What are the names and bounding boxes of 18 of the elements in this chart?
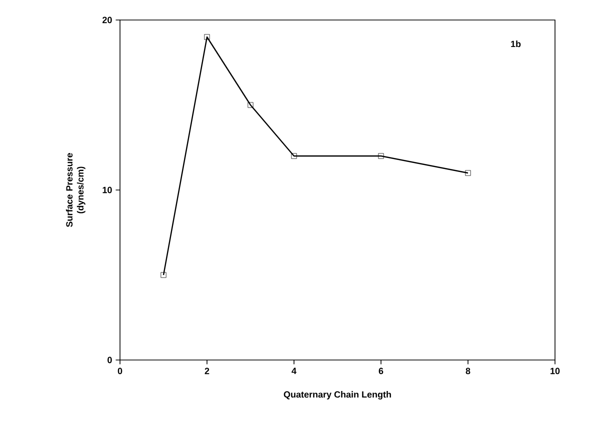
point	[204, 34, 210, 40]
x-tick-label: 2	[204, 368, 210, 374]
point	[378, 153, 384, 159]
point	[291, 153, 297, 159]
point	[160, 272, 166, 278]
y-axis-title: Surface Pressure (dynes/cm)	[66, 153, 86, 228]
point	[248, 102, 254, 108]
x-tick-label: 4	[292, 368, 296, 374]
y-tick-label: 10	[102, 186, 112, 194]
x-tick-label: 8	[466, 368, 470, 374]
y-tick-label: 0	[108, 356, 112, 364]
point	[465, 170, 471, 176]
x-axis-title: Quaternary Chain Length	[284, 391, 391, 400]
annotation: 1b	[511, 40, 521, 48]
y-tick-label: 20	[102, 16, 112, 24]
x-tick-label: 0	[118, 368, 122, 374]
x-tick-label: 10	[550, 368, 560, 374]
x-tick-label: 6	[378, 368, 384, 374]
